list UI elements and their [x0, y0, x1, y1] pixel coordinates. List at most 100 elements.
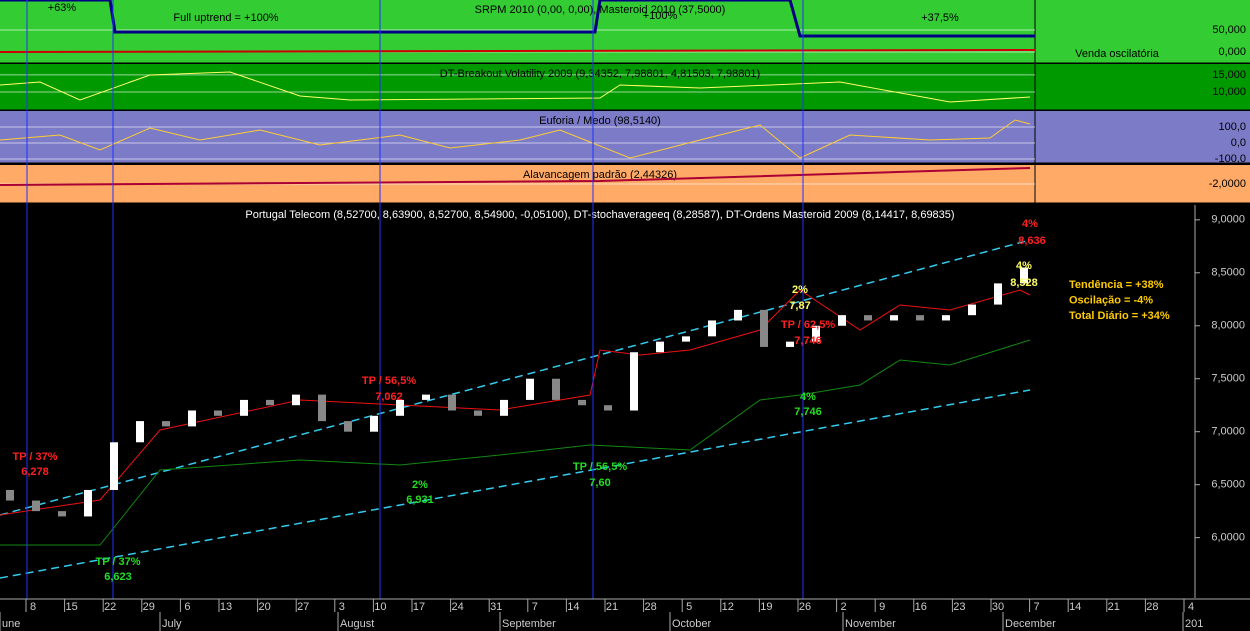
y-tick-label: -2,0000 — [1209, 178, 1246, 190]
x-tick-label: 26 — [799, 601, 811, 613]
indicator-line — [0, 71, 1031, 103]
candle-body — [500, 399, 508, 416]
panel-title: Alavancagem padrão (2,44326) — [523, 169, 677, 181]
panel-title: DT-Breakout Volatility 2009 (9,34352, 7,… — [440, 68, 760, 80]
x-tick-label: 10 — [374, 601, 386, 613]
x-tick-label: 28 — [644, 601, 656, 613]
x-tick-label: 7 — [532, 601, 538, 613]
annotation: 8,636 — [1018, 235, 1046, 247]
y-tick-label: 50,000 — [1212, 24, 1246, 36]
y-tick-label: 9,0000 — [1211, 214, 1245, 226]
chart-title: Portugal Telecom (8,52700, 8,63900, 8,52… — [245, 209, 954, 221]
candle-body — [422, 394, 430, 400]
y-tick-label: 7,5000 — [1211, 373, 1245, 385]
candle-body — [240, 399, 248, 416]
candle-body — [370, 415, 378, 432]
candle-body — [162, 421, 170, 427]
candle-body — [890, 315, 898, 321]
annotation: 6,278 — [21, 466, 49, 478]
annotation: 8,528 — [1010, 277, 1038, 289]
y-tick-label: 7,0000 — [1211, 426, 1245, 438]
channel-line — [0, 389, 1031, 579]
date-axis-bg — [0, 599, 1250, 631]
x-tick-label: 24 — [451, 601, 463, 613]
candle-body — [266, 399, 274, 406]
x-tick-label: 23 — [953, 601, 965, 613]
candle-body — [32, 500, 40, 512]
candle-body — [58, 511, 66, 517]
annotation: 7,746 — [794, 335, 822, 347]
panel-annotation: +63% — [48, 2, 77, 14]
annotation: 7,746 — [794, 406, 822, 418]
candle-body — [760, 309, 768, 347]
panel-annotation: +37,5% — [921, 12, 959, 24]
x-tick-label: 20 — [258, 601, 270, 613]
x-tick-label: 31 — [490, 601, 502, 613]
x-tick-label: 29 — [143, 601, 155, 613]
x-tick-label: 6 — [184, 601, 190, 613]
summary: Tendência = +38% — [1069, 279, 1164, 291]
annotation: TP / 62,5% — [781, 319, 835, 331]
candle-body — [344, 421, 352, 432]
candle-body — [6, 489, 14, 501]
candle-body — [292, 394, 300, 406]
candle-body — [968, 304, 976, 316]
candle-body — [526, 378, 534, 400]
x-tick-label: 7 — [1034, 601, 1040, 613]
month-label: December — [1005, 618, 1056, 630]
annotation: TP / 56,5% — [573, 461, 627, 473]
candle-body — [84, 489, 92, 517]
annotation: 4% — [800, 391, 816, 403]
y-tick-label: 8,5000 — [1211, 267, 1245, 279]
x-tick-label: 3 — [339, 601, 345, 613]
month-label: November — [845, 618, 896, 630]
candle-body — [786, 341, 794, 347]
candle-body — [578, 399, 586, 406]
candle-body — [110, 442, 118, 490]
candle-body — [994, 283, 1002, 305]
annotation: 7,87 — [789, 300, 810, 312]
x-tick-label: 21 — [606, 601, 618, 613]
annotation: 6,931 — [406, 494, 434, 506]
panel-annotation: Venda oscilatória — [1075, 48, 1160, 60]
candle-body — [656, 341, 664, 353]
x-tick-label: 17 — [413, 601, 425, 613]
candle-body — [136, 421, 144, 443]
candle-body — [552, 378, 560, 400]
x-tick-label: 9 — [879, 601, 885, 613]
indicator-line — [0, 167, 1031, 186]
annotation: 7,60 — [589, 477, 610, 489]
annotation: 2% — [792, 284, 808, 296]
candle-body — [682, 336, 690, 342]
month-label: July — [162, 618, 182, 630]
annotation: TP / 56,5% — [362, 375, 416, 387]
y-tick-label: -100,0 — [1215, 153, 1246, 165]
candle-body — [448, 394, 456, 411]
annotation: 4% — [1022, 218, 1038, 230]
x-tick-label: 2 — [841, 601, 847, 613]
month-label: September — [502, 618, 556, 630]
x-tick-label: 21 — [1108, 601, 1120, 613]
y-tick-label: 100,0 — [1218, 121, 1246, 133]
annotation: 7,062 — [375, 391, 403, 403]
y-tick-label: 15,000 — [1212, 69, 1246, 81]
red-line — [0, 49, 1036, 53]
x-tick-label: 13 — [220, 601, 232, 613]
candle-body — [708, 320, 716, 337]
y-tick-label: 10,000 — [1212, 86, 1246, 98]
annotation: TP / 37% — [95, 556, 140, 568]
candle-body — [604, 405, 612, 411]
month-label: October — [672, 618, 711, 630]
y-tick-label: 6,5000 — [1211, 479, 1245, 491]
x-tick-label: 14 — [567, 601, 579, 613]
month-label: August — [340, 618, 374, 630]
month-label: une — [2, 618, 20, 630]
candle-body — [864, 315, 872, 321]
candle-body — [188, 410, 196, 427]
x-tick-label: 28 — [1146, 601, 1158, 613]
annotation: TP / 37% — [12, 451, 57, 463]
x-tick-label: 27 — [297, 601, 309, 613]
panel-annotation: Full uptrend = +100% — [173, 12, 278, 24]
x-tick-label: 19 — [760, 601, 772, 613]
y-tick-label: 0,0 — [1231, 137, 1246, 149]
